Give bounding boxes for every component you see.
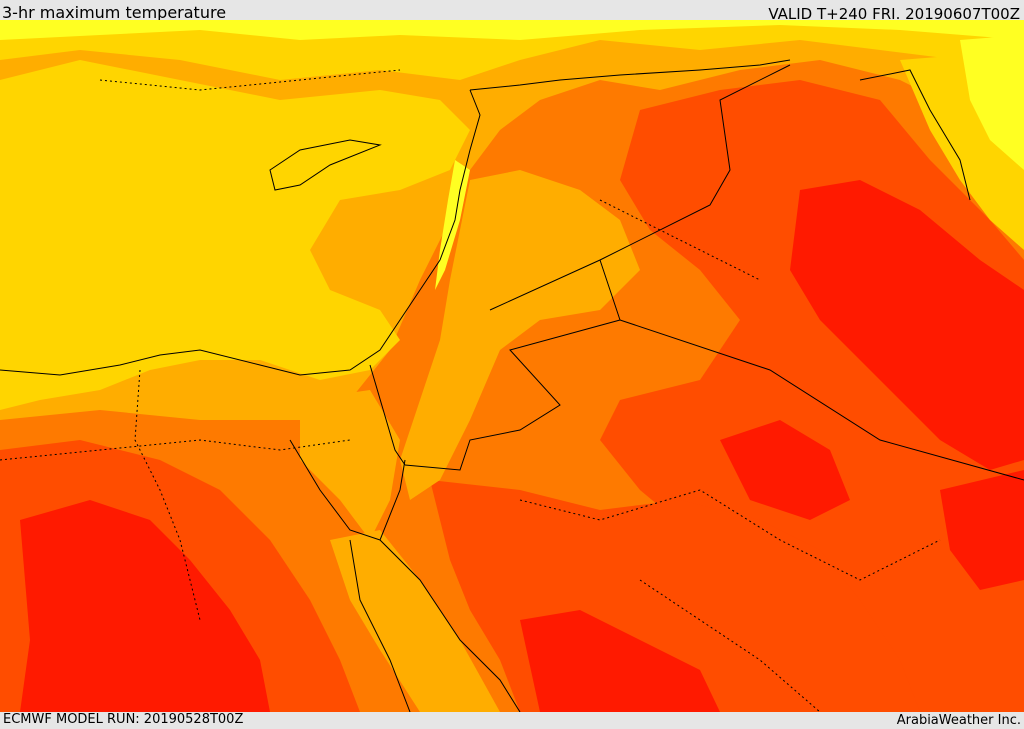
model-run: ECMWF MODEL RUN: 20190528T00Z xyxy=(3,712,244,727)
red-zone-central xyxy=(720,420,850,520)
coastlines xyxy=(0,59,791,712)
light-yellow-zone-north xyxy=(0,20,1024,40)
province-lines xyxy=(0,69,941,712)
credit-text: ArabiaWeather Inc. xyxy=(896,713,1021,728)
red-zone-hejaz xyxy=(520,610,720,712)
light-yellow-zone-ne xyxy=(960,35,1024,170)
amber-zone-sinai xyxy=(300,390,400,540)
temperature-field xyxy=(0,20,1024,712)
borders xyxy=(369,64,1024,481)
map-title: 3-hr maximum temperature xyxy=(2,3,227,22)
temperature-map[interactable] xyxy=(0,20,1024,712)
valid-time: VALID T+240 FRI. 20190607T00Z xyxy=(768,5,1020,23)
red-zone-iraq xyxy=(790,180,1024,470)
yellow-zone-med xyxy=(0,60,470,410)
amber-zone-levant xyxy=(400,170,640,500)
amber-zone-redsea xyxy=(330,530,500,712)
light-yellow-zone-coast xyxy=(435,160,470,290)
red-zone-egypt xyxy=(20,500,270,712)
red-zone-southeast xyxy=(940,470,1024,590)
